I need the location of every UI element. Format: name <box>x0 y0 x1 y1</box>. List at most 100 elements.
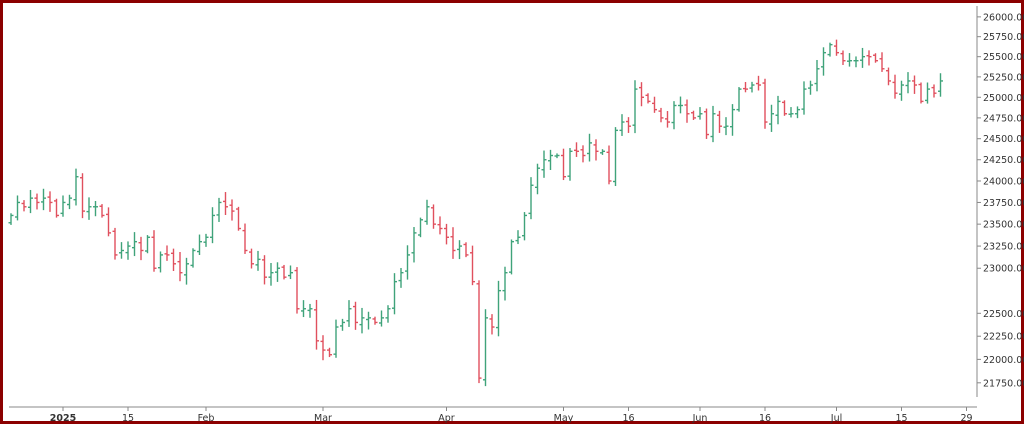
ohlc-bar <box>743 82 748 93</box>
ohlc-bar <box>405 245 410 280</box>
ohlc-bar <box>905 72 911 94</box>
ohlc-bar <box>41 188 46 211</box>
y-tick-label: 25750.00 <box>983 32 1024 43</box>
ohlc-bar <box>73 168 79 206</box>
ohlc-bar <box>665 111 670 128</box>
ohlc-bar <box>658 107 664 123</box>
x-tick-label: 2025 <box>50 413 76 424</box>
ohlc-bar <box>190 248 196 268</box>
x-axis: 2025 15 Feb Mar Apr May 16 Jun 16 Jul 15 29 <box>9 406 977 424</box>
ohlc-bar <box>535 163 540 195</box>
y-tick-label: 24500.00 <box>983 134 1024 145</box>
ohlc-bar <box>353 301 358 330</box>
ohlc-bar <box>86 197 92 220</box>
ohlc-bar <box>827 42 833 57</box>
ohlc-bar <box>860 47 865 68</box>
ohlc-bar <box>444 223 449 245</box>
ohlc-bar <box>288 265 293 280</box>
ohlc-bar <box>47 191 53 212</box>
ohlc-bar <box>710 105 716 143</box>
y-tick-label: 21750.00 <box>983 378 1024 389</box>
ohlc-bar <box>619 114 625 136</box>
x-tick-label: Feb <box>198 413 215 424</box>
ohlc-bar <box>574 142 579 157</box>
ohlc-bar <box>346 300 352 327</box>
ohlc-bar <box>788 107 794 118</box>
ohlc-bar <box>886 67 891 86</box>
ohlc-bar <box>470 245 475 286</box>
ohlc-bar <box>795 106 800 119</box>
ohlc-bar <box>138 236 144 261</box>
ohlc-bar <box>652 96 657 113</box>
ohlc-bar <box>262 255 267 285</box>
ohlc-bar <box>704 108 709 139</box>
ohlc-bar <box>210 207 215 244</box>
y-tick-label: 22250.00 <box>983 332 1024 343</box>
ohlc-bar <box>691 110 696 120</box>
ohlc-bar <box>411 227 417 263</box>
y-axis: 21750.00 22000.00 22250.00 22500.00 23000.00… <box>976 6 1024 397</box>
ohlc-bar <box>873 53 878 63</box>
ohlc-bar <box>236 206 241 231</box>
ohlc-bar <box>814 59 820 92</box>
y-tick-label: 23250.00 <box>983 242 1024 253</box>
x-tick-label: 16 <box>759 413 771 424</box>
x-tick-label: 15 <box>122 413 134 424</box>
ohlc-bar <box>437 216 443 235</box>
ohlc-bar <box>554 153 560 159</box>
ohlc-bar <box>645 93 651 104</box>
ohlc-bar <box>424 199 430 225</box>
ohlc-bar <box>834 39 839 56</box>
ohlc-bar <box>151 230 157 272</box>
ohlc-bar <box>15 195 20 221</box>
x-tick-label: 29 <box>960 413 972 424</box>
ohlc-bar <box>223 192 228 216</box>
ohlc-bar <box>736 87 742 112</box>
y-tick-label: 23500.00 <box>983 220 1024 231</box>
y-tick-label: 22000.00 <box>983 355 1024 366</box>
ohlc-bar <box>632 80 638 134</box>
ohlc-bar <box>639 82 644 107</box>
ohlc-bar <box>242 223 248 254</box>
ohlc-bar <box>483 309 488 387</box>
ohlc-bar <box>548 149 553 170</box>
ohlc-bar <box>255 250 261 271</box>
y-tick-label: 25500.00 <box>983 52 1024 63</box>
ohlc-bar <box>502 266 508 301</box>
ohlc-bar <box>372 316 378 325</box>
ohlc-bar <box>379 310 384 327</box>
ohlc-bar <box>60 195 66 217</box>
ohlc-bar <box>112 227 118 260</box>
ohlc-bar <box>613 127 618 187</box>
ohlc-bar <box>229 199 235 221</box>
ohlc-bar <box>385 305 391 323</box>
ohlc-bar <box>197 234 202 256</box>
ohlc-bar <box>847 53 852 67</box>
ohlc-bar <box>158 251 163 273</box>
ohlc-bar <box>164 245 170 261</box>
ohlc-bar <box>515 230 521 245</box>
ohlc-bar <box>34 193 40 210</box>
ohlc-bar <box>281 264 287 280</box>
ohlc-bar <box>132 232 137 257</box>
y-tick-label: 26000.00 <box>983 12 1024 23</box>
ohlc-bar <box>606 145 612 185</box>
ohlc-chart: 21750.00 22000.00 22250.00 22500.00 23000.00… <box>8 6 1024 424</box>
x-tick-label: 16 <box>622 413 634 424</box>
ohlc-bar <box>431 204 436 229</box>
ohlc-bar <box>418 217 423 238</box>
ohlc-bar <box>314 299 319 350</box>
ohlc-bar <box>392 273 397 315</box>
ohlc-bar <box>801 81 807 115</box>
ohlc-bar <box>684 99 690 123</box>
ohlc-bar <box>496 280 501 337</box>
ohlc-bar <box>450 227 456 259</box>
ohlc-bar <box>366 311 371 330</box>
ohlc-bar <box>184 257 189 285</box>
ohlc-bar <box>359 307 365 334</box>
ohlc-bar <box>840 50 846 65</box>
ohlc-bar <box>567 148 573 181</box>
ohlc-bar <box>593 139 599 161</box>
ohlc-bar <box>106 207 111 237</box>
ohlc-bar <box>93 200 98 217</box>
